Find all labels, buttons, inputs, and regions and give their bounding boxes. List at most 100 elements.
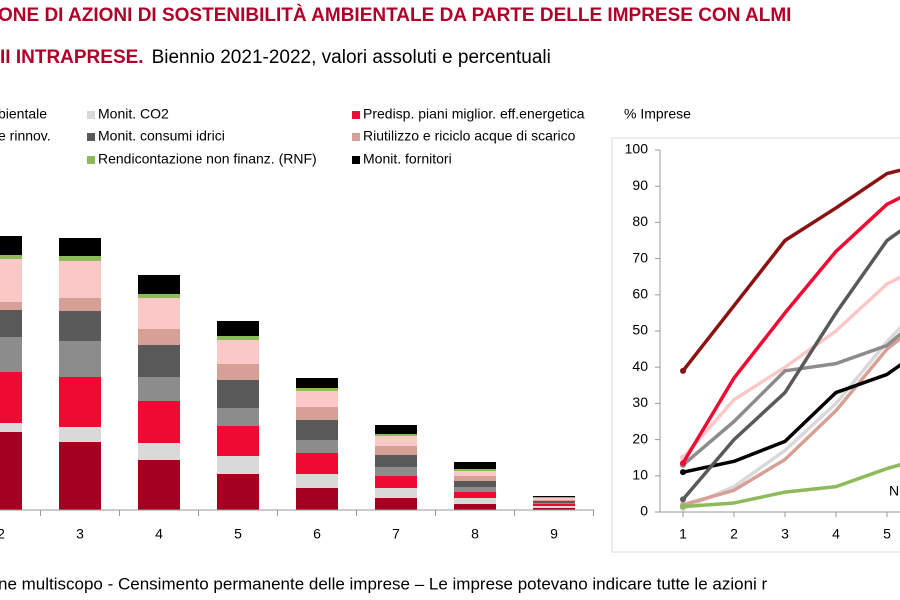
bar-segment	[296, 388, 338, 391]
y-tick-label: 70	[632, 249, 648, 265]
bar-segment	[217, 364, 259, 380]
bar-segment	[454, 492, 496, 498]
legend-label: Riutilizzo e riciclo acque di scarico	[363, 128, 576, 144]
x-tick-label: 3	[76, 526, 84, 542]
bar-segment	[59, 298, 101, 311]
x-tick-label: 9	[550, 526, 558, 542]
source-note: ne multiscopo - Censimento permanente de…	[0, 574, 768, 593]
series-line	[681, 229, 900, 501]
bar-segment	[296, 440, 338, 453]
title-line2: II INTRAPRESE. Biennio 2021-2022, valori …	[0, 47, 551, 68]
bar-segment	[138, 294, 180, 298]
series-start-dot	[680, 496, 686, 503]
bar-segment	[454, 471, 496, 476]
x-tick-label: 4	[155, 526, 163, 542]
bar-segment	[375, 455, 417, 467]
bar-segment	[217, 336, 259, 340]
y-tick-label: 20	[632, 430, 648, 446]
bar-segment	[138, 298, 180, 329]
x-tick-label: 1	[679, 526, 687, 542]
series-line	[682, 363, 900, 474]
bar-segment	[138, 329, 180, 345]
bar-segment	[533, 500, 575, 501]
bar-segment	[59, 377, 101, 427]
bar-segment	[454, 487, 496, 492]
legend-swatch	[87, 111, 95, 119]
title-line2-bold: II INTRAPRESE.	[0, 47, 144, 68]
bar-segment	[138, 345, 180, 377]
bar-segment	[217, 426, 259, 456]
bar-segment	[375, 467, 417, 476]
bar-segment	[533, 497, 575, 498]
bar-segment	[59, 261, 101, 298]
bar-segment	[375, 446, 417, 455]
bar-segment	[296, 407, 338, 420]
bar-segment	[59, 311, 101, 341]
bar-segment	[0, 372, 22, 423]
legend-label: Monit. CO2	[98, 106, 169, 122]
bar-segment	[217, 408, 259, 426]
legend-swatch	[352, 156, 360, 164]
legend-label: bientale	[0, 106, 47, 122]
legend-label: Monit. consumi idrici	[98, 128, 225, 144]
bar-segment	[375, 476, 417, 488]
y-tick-label: 30	[632, 394, 648, 410]
bar-segment	[59, 442, 101, 510]
series-line	[681, 195, 900, 465]
bar-segment	[217, 456, 259, 474]
legend-swatch	[87, 133, 95, 141]
bar-segment	[454, 498, 496, 504]
bar-segment	[0, 310, 22, 337]
bar-segment	[0, 259, 22, 302]
legend-label: Rendicontazione non finanz. (RNF)	[98, 151, 317, 167]
y-axis-label: % Imprese	[624, 106, 691, 122]
bar-segment	[533, 496, 575, 497]
x-tick-label: 3	[781, 526, 789, 542]
x-tick-label: 2	[0, 526, 5, 542]
y-tick-label: 100	[625, 141, 649, 157]
bar-segment	[0, 255, 22, 259]
bar-segment	[533, 506, 575, 508]
bar-segment	[296, 391, 338, 407]
legend-label: e rinnov.	[0, 128, 51, 144]
bar-segment	[296, 420, 338, 440]
bar-segment	[533, 508, 575, 510]
bar-segment	[375, 498, 417, 510]
legend-swatch	[87, 156, 95, 164]
x-tick-label: 7	[392, 526, 400, 542]
bar-segment	[533, 504, 575, 506]
series-line	[682, 463, 900, 509]
series-start-dot	[680, 460, 686, 467]
bar-segment	[59, 238, 101, 256]
bar-segment	[296, 453, 338, 474]
bar-segment	[138, 460, 180, 510]
bar-segment	[454, 481, 496, 487]
x-tick-label: 5	[883, 526, 891, 542]
bar-segment	[0, 337, 22, 372]
bar-segment	[59, 341, 101, 377]
legend-swatch	[352, 133, 360, 141]
x-tick-label: 2	[730, 526, 738, 542]
legend-label: Predisp. piani miglior. eff.energetica	[363, 106, 585, 122]
bar-segment	[217, 340, 259, 364]
bar-segment	[296, 488, 338, 510]
series-start-dot	[680, 367, 686, 374]
x-tick-label: 4	[832, 526, 840, 542]
bar-segment	[0, 236, 22, 255]
bar-segment	[217, 380, 259, 408]
y-tick-label: 90	[632, 177, 648, 193]
series-line	[681, 168, 900, 372]
y-tick-label: 10	[632, 467, 648, 483]
series-line	[681, 275, 900, 459]
y-tick-label: 80	[632, 213, 648, 229]
bar-segment	[217, 321, 259, 336]
subtitle: Biennio 2021-2022, valori assoluti e per…	[152, 47, 551, 68]
bar-segment	[138, 443, 180, 460]
title-line1: ONE DI AZIONI DI SOSTENIBILITÀ AMBIENTAL…	[0, 4, 791, 26]
bar-segment	[375, 436, 417, 446]
bar-segment	[296, 474, 338, 488]
bar-segment	[375, 488, 417, 498]
bar-segment	[454, 476, 496, 481]
y-tick-label: 50	[632, 322, 648, 338]
